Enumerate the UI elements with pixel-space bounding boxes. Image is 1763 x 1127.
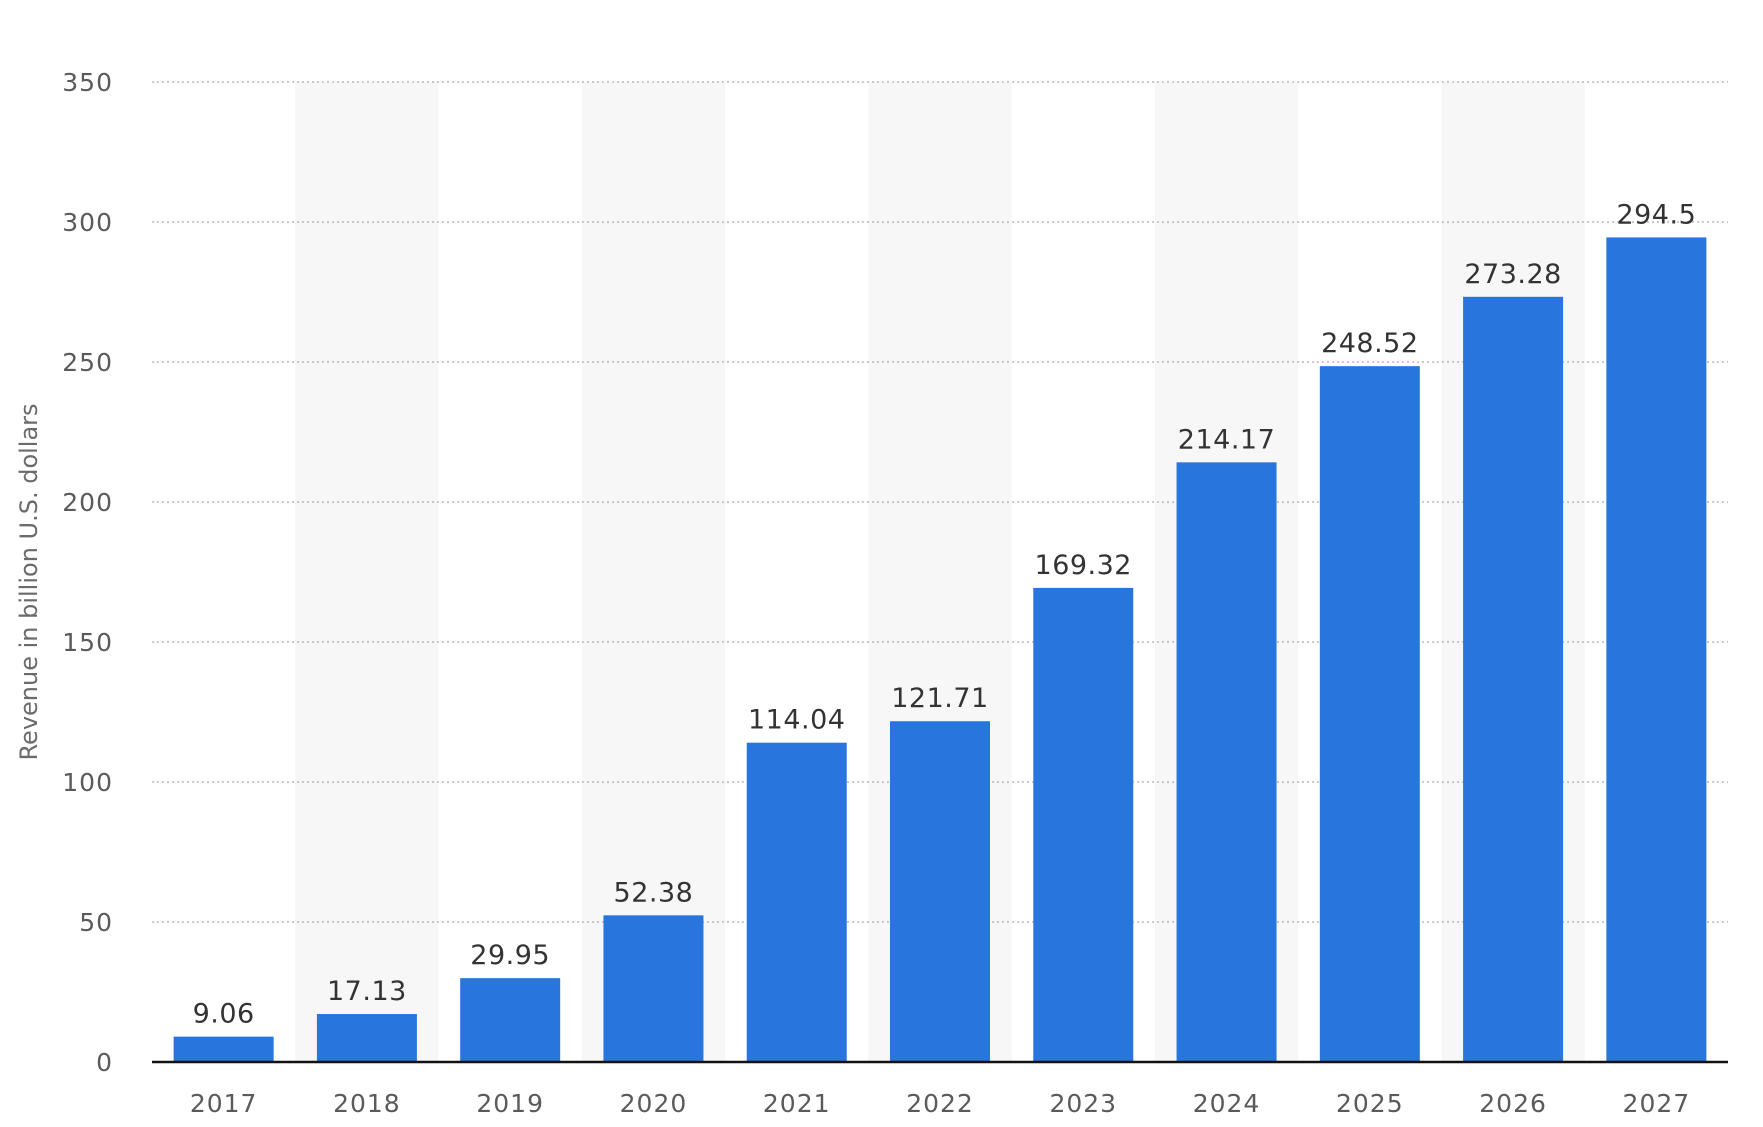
y-tick-label: 50: [79, 908, 113, 937]
x-tick-label: 2023: [1049, 1089, 1117, 1118]
y-tick-label: 350: [62, 68, 113, 97]
bar-2020: [603, 915, 704, 1062]
data-label-2022: 121.71: [891, 683, 988, 714]
data-label-2023: 169.32: [1035, 550, 1132, 581]
column-band: [295, 82, 439, 1062]
data-label-2026: 273.28: [1464, 259, 1561, 290]
y-axis-ticks: 0 50 100 150 200 250 300 350: [62, 68, 113, 1077]
y-tick-label: 100: [62, 768, 113, 797]
data-label-2025: 248.52: [1321, 328, 1418, 359]
y-tick-label: 200: [62, 488, 113, 517]
data-label-2019: 29.95: [470, 940, 550, 971]
x-tick-label: 2025: [1336, 1089, 1404, 1118]
y-tick-label: 0: [96, 1048, 113, 1077]
x-axis-ticks: 2017 2018 2019 2020 2021 2022 2023 2024 2025 2026…: [190, 1089, 1691, 1118]
y-axis-title: Revenue in billion U.S. dollars: [15, 403, 43, 760]
x-tick-label: 2021: [763, 1089, 831, 1118]
x-tick-label: 2027: [1623, 1089, 1691, 1118]
x-tick-label: 2018: [333, 1089, 401, 1118]
y-tick-label: 300: [62, 208, 113, 237]
column-band: [581, 82, 726, 1062]
data-label-2018: 17.13: [327, 976, 407, 1007]
data-label-2021: 114.04: [748, 705, 845, 736]
data-label-2017: 9.06: [193, 999, 255, 1030]
y-tick-label: 150: [62, 628, 113, 657]
bar-2022: [890, 721, 990, 1062]
x-tick-label: 2024: [1193, 1089, 1261, 1118]
bar-2026: [1463, 296, 1564, 1062]
x-tick-label: 2020: [620, 1089, 688, 1118]
bar-2021: [746, 742, 847, 1062]
x-tick-label: 2022: [906, 1089, 974, 1118]
x-tick-label: 2017: [190, 1089, 258, 1118]
data-label-2020: 52.38: [614, 877, 694, 908]
bar-2018: [316, 1014, 417, 1062]
data-labels: 9.06 17.13 29.95 52.38 114.04 121.71 169.32 214…: [193, 199, 1696, 1030]
bar-2017: [173, 1036, 274, 1062]
data-label-2024: 214.17: [1178, 424, 1275, 455]
x-tick-label: 2019: [476, 1089, 544, 1118]
bar-2025: [1319, 366, 1420, 1062]
y-tick-label: 250: [62, 348, 113, 377]
bar-2019: [460, 978, 561, 1062]
x-tick-label: 2026: [1479, 1089, 1547, 1118]
data-label-2027: 294.5: [1616, 199, 1696, 230]
bars: [173, 237, 1707, 1063]
bar-2024: [1176, 462, 1277, 1063]
bar-2023: [1033, 587, 1134, 1062]
bar-2027: [1606, 237, 1707, 1062]
